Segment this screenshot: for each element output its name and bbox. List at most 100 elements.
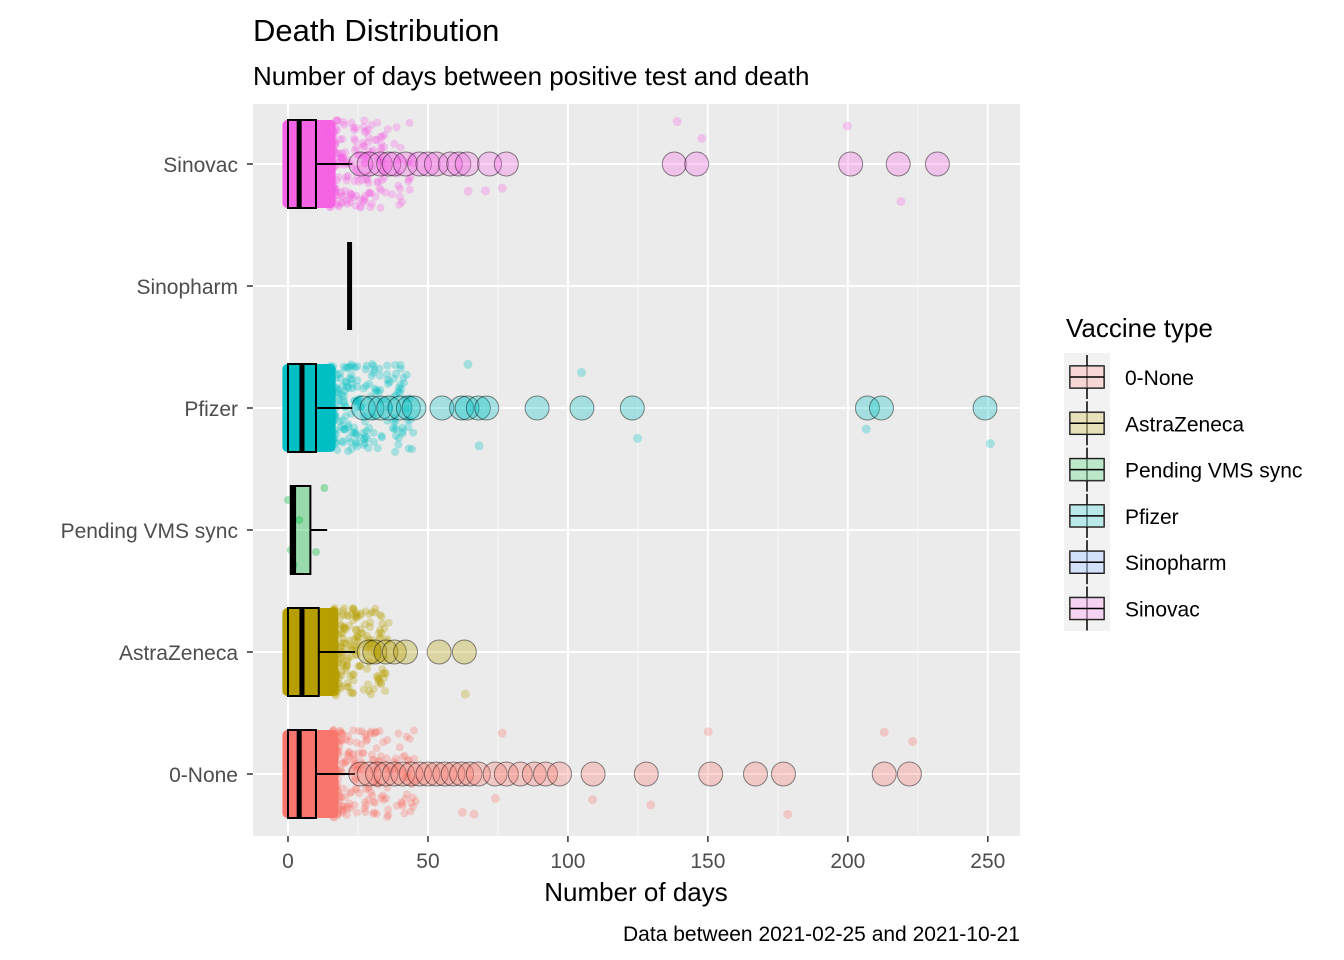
- y-tick-label: Sinopharm: [136, 276, 238, 299]
- jitter-point: [373, 153, 382, 162]
- jitter-point: [356, 433, 365, 442]
- jitter-point: [339, 396, 348, 405]
- jitter-point: [349, 726, 358, 735]
- jitter-point: [352, 439, 361, 448]
- jitter-point: [366, 189, 375, 198]
- outlier-point: [398, 761, 424, 787]
- jitter-point: [352, 166, 361, 175]
- jitter-point: [327, 398, 336, 407]
- jitter-point: [345, 636, 354, 645]
- jitter-point: [329, 651, 338, 660]
- jitter-point: [356, 203, 365, 212]
- jitter-point: [339, 802, 348, 811]
- jitter-point: [352, 632, 361, 641]
- jitter-point: [408, 793, 417, 802]
- outlier-point: [524, 395, 550, 421]
- jitter-point: [351, 611, 360, 620]
- jitter-point: [327, 195, 336, 204]
- jitter-point: [361, 191, 370, 200]
- jitter-point: [370, 365, 379, 374]
- series-sinovac: [282, 116, 950, 212]
- jitter-point: [349, 604, 358, 613]
- jitter-point: [469, 809, 479, 819]
- jitter-point: [328, 777, 337, 786]
- jitter-point: [335, 135, 344, 144]
- jitter-point: [328, 753, 337, 762]
- jitter-point: [332, 188, 341, 197]
- jitter-point: [353, 442, 362, 451]
- jitter-point: [346, 194, 355, 203]
- jitter-point: [344, 172, 353, 181]
- series-pending-vms-sync: [283, 484, 329, 575]
- jitter-point: [330, 687, 339, 696]
- outlier-point: [390, 761, 416, 787]
- jitter-point: [356, 662, 365, 671]
- jitter-point: [333, 370, 342, 379]
- jitter-point: [375, 184, 384, 193]
- jitter-point: [350, 429, 359, 438]
- jitter-point: [329, 146, 338, 155]
- jitter-point: [338, 606, 347, 615]
- jitter-point: [325, 387, 334, 396]
- jitter-point: [331, 199, 340, 208]
- jitter-point: [336, 738, 345, 747]
- jitter-point: [328, 668, 337, 677]
- jitter-point: [325, 363, 334, 372]
- outlier-point: [373, 639, 399, 665]
- jitter-point: [405, 734, 414, 743]
- jitter-point: [326, 379, 335, 388]
- x-tick-label: 50: [416, 850, 439, 873]
- jitter-point: [326, 428, 335, 437]
- jitter-point: [334, 200, 343, 209]
- jitter-point: [332, 384, 341, 393]
- jitter-point: [325, 393, 334, 402]
- jitter-point: [367, 121, 376, 130]
- jitter-point: [332, 687, 341, 696]
- jitter-point: [330, 640, 339, 649]
- outlier-point: [871, 761, 897, 787]
- jitter-point: [378, 154, 387, 163]
- jitter-point: [335, 766, 344, 775]
- jitter-point: [341, 386, 350, 395]
- jitter-point: [371, 728, 380, 737]
- jitter-point: [396, 143, 405, 152]
- jitter-point: [356, 661, 365, 670]
- jitter-point: [335, 679, 344, 688]
- jitter-point: [407, 445, 416, 454]
- jitter-point: [328, 609, 337, 618]
- jitter-point: [338, 661, 347, 670]
- jitter-point: [349, 689, 358, 698]
- jitter-point: [343, 611, 352, 620]
- jitter-point: [363, 680, 372, 689]
- outlier-point: [521, 761, 547, 787]
- jitter-point: [372, 809, 381, 818]
- jitter-point: [331, 138, 340, 147]
- jitter-point: [381, 188, 390, 197]
- outlier-point: [619, 395, 645, 421]
- jitter-point: [343, 750, 352, 759]
- jitter-point: [672, 117, 682, 127]
- jitter-point: [345, 737, 354, 746]
- jitter-point: [343, 660, 352, 669]
- jitter-point: [401, 794, 410, 803]
- jitter-point: [351, 428, 360, 437]
- jitter-point: [372, 672, 381, 681]
- jitter-point: [369, 428, 378, 437]
- jitter-point: [391, 369, 400, 378]
- jitter-point: [366, 203, 375, 212]
- jitter-point: [329, 735, 338, 744]
- jitter-point: [332, 429, 341, 438]
- jitter-point: [342, 172, 351, 181]
- jitter-point: [398, 197, 407, 206]
- jitter-point: [359, 748, 368, 757]
- jitter-point: [337, 793, 346, 802]
- jitter-point: [330, 127, 339, 136]
- jitter-point: [334, 794, 343, 803]
- outlier-point: [415, 151, 441, 177]
- jitter-point: [334, 801, 343, 810]
- jitter-point: [349, 756, 358, 765]
- jitter-point: [336, 642, 345, 651]
- jitter-point: [408, 151, 417, 160]
- jitter-point: [330, 411, 339, 420]
- jitter-point: [326, 135, 335, 144]
